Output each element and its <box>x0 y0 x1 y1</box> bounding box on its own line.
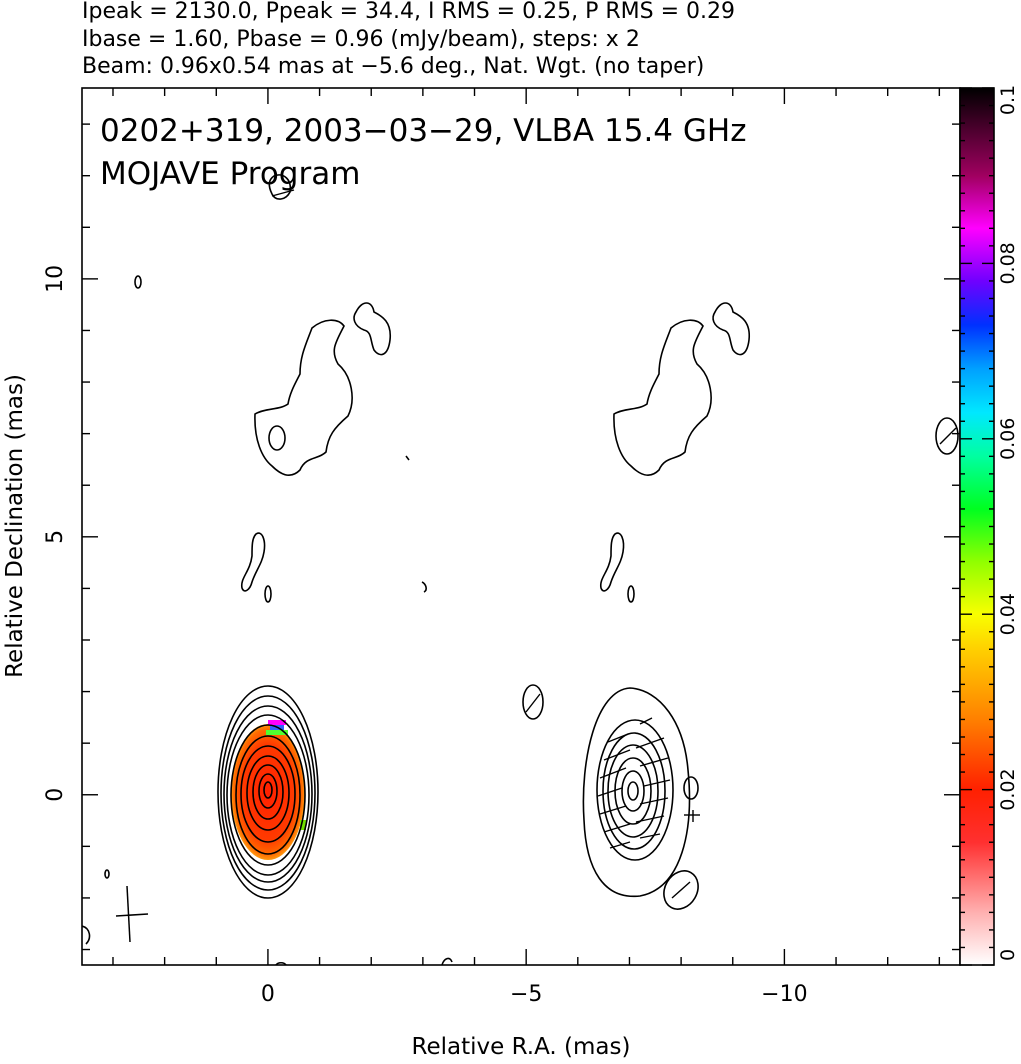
colorbar-tick-label: 0.1 <box>997 85 1019 115</box>
colorbar-tick-labels: 0 0.02 0.04 0.06 0.08 0.1 <box>997 85 1019 961</box>
evpa-vectors <box>271 189 957 899</box>
core-fill-tip <box>268 720 286 725</box>
beam-marker <box>115 885 149 943</box>
plot-frame <box>81 87 961 966</box>
header-line-2: Ibase = 1.60, Pbase = 0.96 (mJy/beam), s… <box>82 27 640 52</box>
colorbar-tick-label: 0.02 <box>997 768 1019 810</box>
polarized-intensity-contours <box>522 417 959 910</box>
axis-tick-labels: 0 −5 −10 0 5 10 <box>43 265 808 1007</box>
colorbar-tick-label: 0.06 <box>997 418 1019 460</box>
header-line-3: Beam: 0.96x0.54 mas at −5.6 deg., Nat. W… <box>82 54 704 79</box>
x-tick-label: −10 <box>761 982 807 1007</box>
y-tick-label: 10 <box>43 265 68 293</box>
x-tick-label: −5 <box>510 982 542 1007</box>
x-tick-label: 0 <box>261 982 275 1007</box>
header-line-1: Ipeak = 2130.0, Ppeak = 34.4, I RMS = 0.… <box>82 0 735 24</box>
colorbar-ticks <box>960 87 994 966</box>
map-title-line-1: 0202+319, 2003−03−29, VLBA 15.4 GHz <box>100 113 746 149</box>
map-title-line-2: MOJAVE Program <box>100 156 360 192</box>
jet-contours-right <box>599 302 751 603</box>
colorbar <box>959 87 995 966</box>
y-tick-label: 5 <box>43 530 68 544</box>
map-content <box>82 174 959 965</box>
axis-ticks <box>82 88 960 965</box>
jet-contours-left <box>82 174 453 965</box>
colorbar-tick-label: 0 <box>997 949 1019 961</box>
y-tick-label: 0 <box>43 788 68 802</box>
colorbar-tick-label: 0.04 <box>997 593 1019 635</box>
colorbar-tick-label: 0.08 <box>997 242 1019 284</box>
y-axis-label: Relative Declination (mas) <box>2 374 28 678</box>
stokes-i-contours <box>217 685 319 899</box>
x-axis-label: Relative R.A. (mas) <box>412 1034 631 1060</box>
